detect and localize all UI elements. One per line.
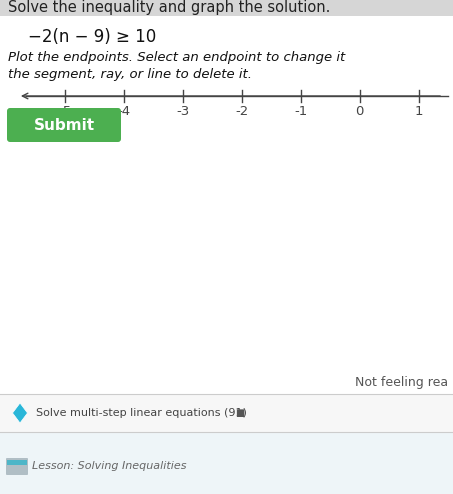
Text: Lesson: Solving Inequalities: Lesson: Solving Inequalities [32, 461, 187, 471]
Text: Solve multi-step linear equations (91): Solve multi-step linear equations (91) [36, 408, 247, 418]
Polygon shape [13, 403, 28, 423]
Bar [0, 432, 453, 494]
Text: 0: 0 [356, 105, 364, 118]
Bar [0, 0, 453, 16]
Text: ■: ■ [235, 408, 244, 418]
Text: -4: -4 [117, 105, 130, 118]
Text: the segment, ray, or line to delete it.: the segment, ray, or line to delete it. [8, 68, 252, 81]
Text: -5: -5 [58, 105, 72, 118]
Bar [0, 16, 453, 409]
Text: Not feeling rea: Not feeling rea [355, 376, 448, 389]
FancyBboxPatch shape [7, 108, 121, 142]
FancyBboxPatch shape [6, 458, 28, 475]
Text: Submit: Submit [34, 118, 95, 132]
Text: -1: -1 [294, 105, 308, 118]
Text: −2(n − 9) ≥ 10: −2(n − 9) ≥ 10 [28, 28, 156, 46]
Text: 1: 1 [414, 105, 423, 118]
Text: Solve the inequality and graph the solution.: Solve the inequality and graph the solut… [8, 0, 330, 15]
Text: -3: -3 [176, 105, 189, 118]
Text: Plot the endpoints. Select an endpoint to change it: Plot the endpoints. Select an endpoint t… [8, 51, 345, 64]
Bar [0, 394, 453, 432]
Bar [7, 460, 27, 465]
Text: -2: -2 [235, 105, 248, 118]
